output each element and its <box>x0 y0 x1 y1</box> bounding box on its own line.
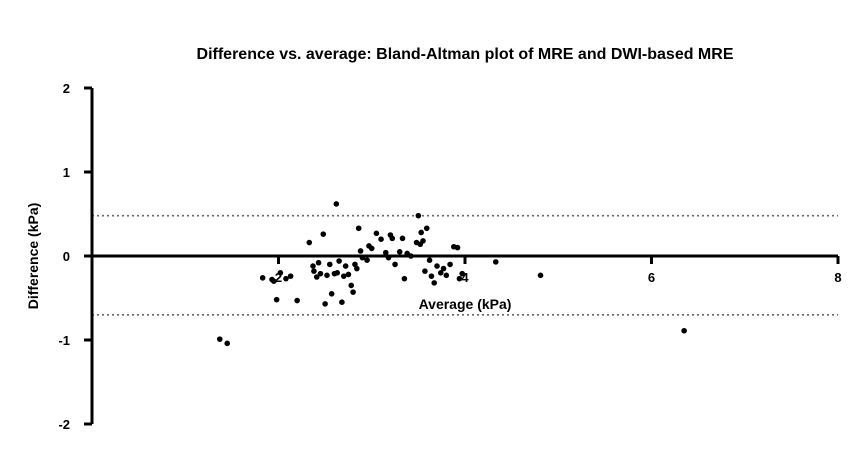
data-point <box>357 248 364 254</box>
x-axis-ticks: 2 4 6 8 <box>275 256 842 285</box>
data-point <box>537 272 544 279</box>
data-point <box>313 274 320 280</box>
data-point <box>322 301 328 307</box>
data-point <box>431 280 438 286</box>
data-point <box>224 340 231 347</box>
data-point <box>437 270 444 276</box>
data-point <box>317 270 324 277</box>
data-point <box>273 296 280 303</box>
data-point <box>271 278 277 285</box>
data-point <box>287 273 294 279</box>
y-axis-label: Difference (kPa) <box>25 203 41 310</box>
data-point <box>426 257 433 264</box>
reference-lines <box>92 214 838 316</box>
data-point <box>456 275 463 282</box>
x-tick-label: 6 <box>648 270 655 285</box>
data-point <box>294 297 300 304</box>
x-axis-label: Average (kPa) <box>419 296 512 312</box>
data-point <box>336 258 342 264</box>
data-point <box>423 225 430 232</box>
y-tick-label: 1 <box>63 165 70 180</box>
data-point <box>326 261 333 268</box>
data-points <box>216 201 687 347</box>
data-point <box>283 275 289 282</box>
data-point <box>340 273 347 279</box>
y-tick-label: 0 <box>63 249 70 264</box>
data-point <box>420 238 426 244</box>
data-point <box>392 261 398 268</box>
data-point <box>418 229 424 236</box>
data-point <box>368 245 375 252</box>
data-point <box>310 263 316 269</box>
data-point <box>259 275 266 281</box>
data-point <box>401 275 408 282</box>
data-point <box>364 257 370 264</box>
data-point <box>399 235 406 242</box>
data-point <box>306 239 313 246</box>
data-point <box>320 231 327 237</box>
data-point <box>378 236 384 242</box>
data-point <box>454 244 461 251</box>
data-point <box>311 268 317 274</box>
y-tick-label: -1 <box>58 333 70 348</box>
data-point <box>333 201 340 207</box>
data-point <box>354 265 360 272</box>
data-point <box>339 299 345 306</box>
data-point <box>345 271 352 278</box>
x-tick-label: 4 <box>461 270 469 285</box>
data-point <box>443 272 450 279</box>
data-point <box>216 336 223 342</box>
data-point <box>359 254 366 261</box>
data-point <box>681 327 687 334</box>
x-tick-label: 2 <box>275 270 282 285</box>
data-point <box>396 249 403 255</box>
data-point <box>408 253 414 259</box>
data-point <box>492 259 499 265</box>
data-point <box>459 270 466 277</box>
data-point <box>447 261 453 268</box>
y-axis-ticks: 2 1 0 -1 -2 <box>58 81 92 432</box>
data-point <box>415 212 422 219</box>
data-point <box>385 254 392 261</box>
data-point <box>440 265 447 272</box>
data-point <box>315 259 322 266</box>
data-point <box>428 273 435 279</box>
y-tick-label: -2 <box>58 417 70 432</box>
data-point <box>389 235 396 242</box>
x-tick-label: 8 <box>834 270 841 285</box>
data-point <box>422 268 428 274</box>
chart-title: Difference vs. average: Bland-Altman plo… <box>197 46 734 63</box>
data-point <box>348 282 355 289</box>
y-tick-label: 2 <box>63 81 70 96</box>
data-point <box>324 272 330 279</box>
data-point <box>352 261 358 268</box>
data-point <box>373 230 380 237</box>
data-point <box>334 270 341 276</box>
data-point <box>342 263 349 269</box>
data-point <box>382 249 389 256</box>
data-point <box>277 270 284 276</box>
data-point <box>434 263 440 269</box>
data-point <box>355 225 362 232</box>
data-point <box>328 291 335 297</box>
data-point <box>350 289 356 295</box>
